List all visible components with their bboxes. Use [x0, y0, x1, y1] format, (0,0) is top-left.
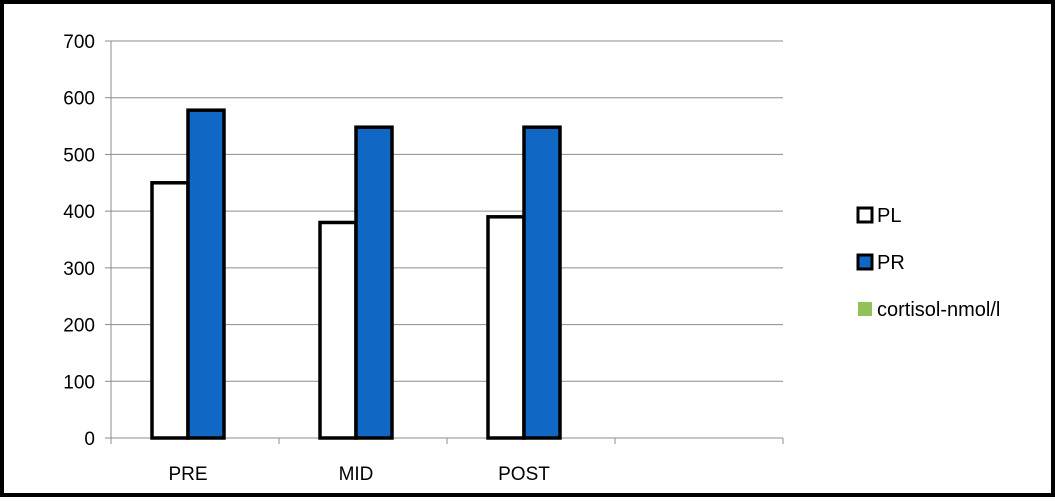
bar-pr-mid: [354, 125, 394, 440]
bar-pr-post: [522, 125, 562, 440]
bar-pl-post: [486, 215, 526, 440]
y-tick-label-400: 400: [63, 202, 95, 223]
y-tick-label-600: 600: [63, 89, 95, 110]
bar-pl-mid: [318, 220, 358, 440]
x-tick-label-post: POST: [498, 464, 550, 485]
y-tick-label-200: 200: [63, 316, 95, 337]
x-tick-label-mid: MID: [339, 464, 374, 485]
legend-label-pl: PL: [877, 205, 901, 227]
bar-chart: 0 100 200 300 400 500 600 700 PRE MID POST PL PR cor…: [63, 32, 1000, 485]
bar-pl-pre: [150, 181, 190, 440]
legend-swatch-pr: [856, 253, 874, 271]
y-tick-label-0: 0: [84, 429, 95, 450]
y-tick-label-100: 100: [63, 372, 95, 393]
y-tick-label-500: 500: [63, 145, 95, 166]
x-tick-label-pre: PRE: [168, 464, 207, 485]
legend-label-cortisol-nmol-l: cortisol-nmol/l: [877, 299, 1000, 321]
y-tick-label-700: 700: [63, 32, 95, 53]
legend-swatch-pl: [856, 206, 874, 224]
bar-pr-pre: [186, 108, 226, 440]
legend: PL PR cortisol-nmol/l: [856, 205, 1000, 321]
bars: [150, 108, 562, 440]
tick-labels: 0 100 200 300 400 500 600 700 PRE MID POST: [63, 32, 550, 485]
legend-label-pr: PR: [877, 252, 905, 274]
legend-swatch-cortisol-nmol-l: [858, 302, 872, 316]
y-tick-label-300: 300: [63, 259, 95, 280]
